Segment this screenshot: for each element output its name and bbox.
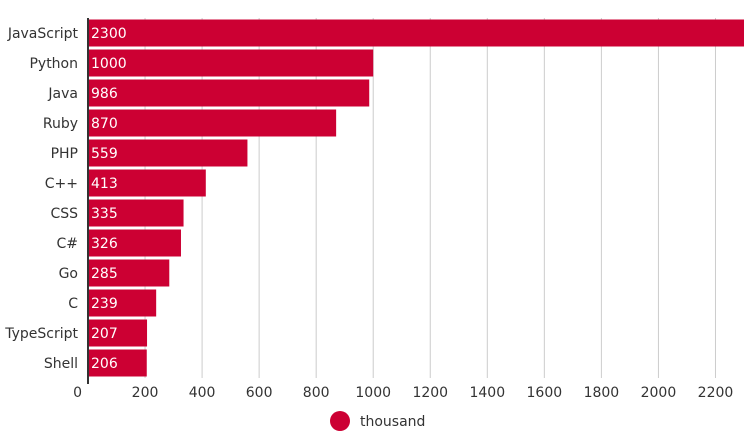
- category-label: Go: [59, 266, 78, 282]
- value-label: 207: [91, 326, 118, 342]
- value-label: 206: [91, 356, 118, 372]
- value-label: 239: [91, 296, 118, 312]
- bar: [88, 259, 170, 287]
- category-labels: JavaScript Python Java Ruby PHP C++ CSS C# Go C Ty…: [4, 26, 78, 372]
- category-label: C: [68, 296, 78, 312]
- category-label: Java: [47, 86, 78, 102]
- category-label: Python: [29, 56, 78, 72]
- value-label: 2300: [91, 26, 127, 42]
- x-tick-label: 1200: [412, 385, 448, 401]
- bar: [88, 169, 206, 197]
- value-label: 986: [91, 86, 118, 102]
- bar: [88, 349, 147, 377]
- legend[interactable]: thousand: [330, 411, 425, 431]
- category-label: Shell: [44, 356, 78, 372]
- value-label: 413: [91, 176, 118, 192]
- category-label: CSS: [50, 206, 78, 222]
- bar: [88, 49, 374, 77]
- bar: [88, 199, 184, 227]
- value-label: 285: [91, 266, 118, 282]
- category-label: Ruby: [43, 116, 78, 132]
- value-labels: 2300 1000 986 870 559 413 335 326 285 239 207 206: [91, 26, 127, 372]
- value-label: 326: [91, 236, 118, 252]
- gridlines: [144, 18, 716, 378]
- value-label: 335: [91, 206, 118, 222]
- bar: [88, 229, 181, 257]
- x-tick-label: 1600: [527, 385, 563, 401]
- legend-label: thousand: [360, 414, 425, 430]
- x-tick-label: 2000: [641, 385, 677, 401]
- bar: [88, 19, 744, 47]
- category-label: PHP: [51, 146, 78, 162]
- x-tick-label: 200: [132, 385, 159, 401]
- x-tick-label: 1400: [469, 385, 505, 401]
- bar: [88, 289, 157, 317]
- x-tick-label: 800: [303, 385, 330, 401]
- x-axis: 0 200 400 600 800 1000 1200 1400 1600 1800 2000 220…: [73, 18, 733, 401]
- bar: [88, 319, 148, 347]
- category-label: C++: [45, 176, 78, 192]
- x-tick-label: 600: [246, 385, 273, 401]
- x-tick-label: 1800: [584, 385, 620, 401]
- legend-marker: [330, 411, 350, 431]
- value-label: 559: [91, 146, 118, 162]
- category-label: TypeScript: [4, 326, 78, 342]
- x-tick-label: 0: [73, 385, 82, 401]
- bar: [88, 109, 337, 137]
- category-label: JavaScript: [7, 26, 79, 42]
- x-tick-label: 2200: [698, 385, 734, 401]
- bar: [88, 139, 248, 167]
- value-label: 870: [91, 116, 118, 132]
- category-label: C#: [56, 236, 78, 252]
- bar: [88, 79, 370, 107]
- x-tick-label: 1000: [355, 385, 391, 401]
- value-label: 1000: [91, 56, 127, 72]
- x-tick-label: 400: [189, 385, 216, 401]
- bars: [88, 19, 744, 377]
